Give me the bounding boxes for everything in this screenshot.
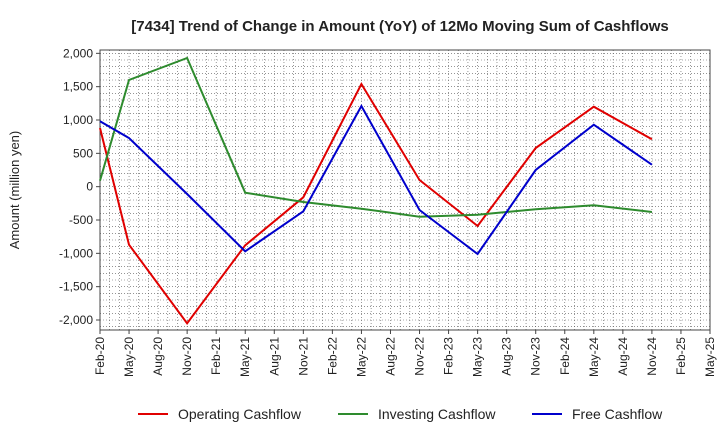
x-tick-label: Nov-22 (413, 337, 427, 376)
x-tick-label: May-24 (587, 337, 601, 377)
x-tick-label: Feb-21 (209, 337, 223, 375)
x-tick-label: Nov-23 (529, 337, 543, 376)
x-tick-label: Aug-21 (267, 337, 281, 376)
x-tick-label: Nov-21 (296, 337, 310, 376)
series-line-operating-cashflow (99, 81, 653, 325)
x-tick-label: Feb-22 (325, 337, 339, 375)
chart-title: [7434] Trend of Change in Amount (YoY) o… (131, 18, 669, 35)
legend-label: Investing Cashflow (378, 406, 496, 422)
x-tick-label: Nov-24 (645, 337, 659, 376)
x-tick-label: Nov-20 (180, 337, 194, 376)
x-tick-label: Aug-24 (616, 337, 630, 376)
y-tick-label: 0 (86, 180, 93, 194)
plot-frame (99, 49, 711, 331)
y-tick-label: -2,000 (59, 313, 93, 327)
x-tick-label: May-25 (703, 337, 717, 377)
y-tick-label: 1,500 (63, 80, 93, 94)
y-axis-label: Amount (million yen) (7, 131, 22, 250)
x-tick-label: Feb-20 (93, 337, 107, 375)
x-tick-label: May-20 (122, 337, 136, 377)
x-tick-label: May-23 (471, 337, 485, 377)
y-tick-label: -1,000 (59, 246, 93, 260)
x-tick-label: May-22 (354, 337, 368, 377)
y-tick-label: 500 (73, 146, 93, 160)
x-tick-label: Feb-24 (558, 337, 572, 375)
plot-area (100, 50, 710, 330)
y-tick-label: 2,000 (63, 46, 93, 60)
x-tick-label: Feb-23 (442, 337, 456, 375)
series-line-investing-cashflow (99, 56, 653, 218)
legend-label: Free Cashflow (572, 406, 663, 422)
x-tick-label: May-21 (238, 337, 252, 377)
x-tick-label: Aug-22 (383, 337, 397, 376)
x-tick-label: Feb-25 (674, 337, 688, 375)
y-tick-label: -1,500 (59, 280, 93, 294)
x-tick-label: Aug-20 (151, 337, 165, 376)
series-line-free-cashflow (99, 103, 653, 256)
y-tick-label: -500 (69, 213, 93, 227)
y-tick-label: 1,000 (63, 113, 93, 127)
legend-label: Operating Cashflow (178, 406, 302, 422)
x-tick-label: Aug-23 (500, 337, 514, 376)
